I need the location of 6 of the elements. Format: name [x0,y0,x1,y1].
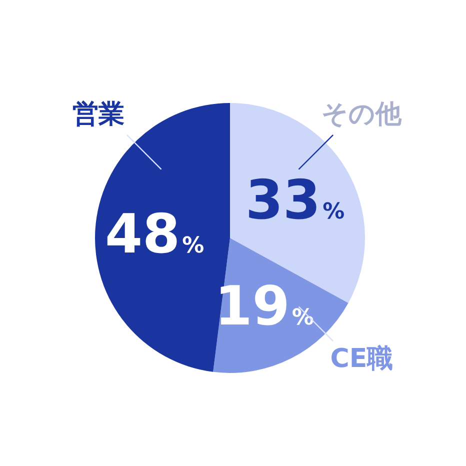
data-label: 33% [245,168,345,232]
data-label: 48% [104,202,204,266]
slice-label: その他 [322,100,403,130]
slice-label: 営業 [72,100,124,130]
data-label: 19% [214,274,314,338]
slice-label: CE職 [330,344,394,374]
